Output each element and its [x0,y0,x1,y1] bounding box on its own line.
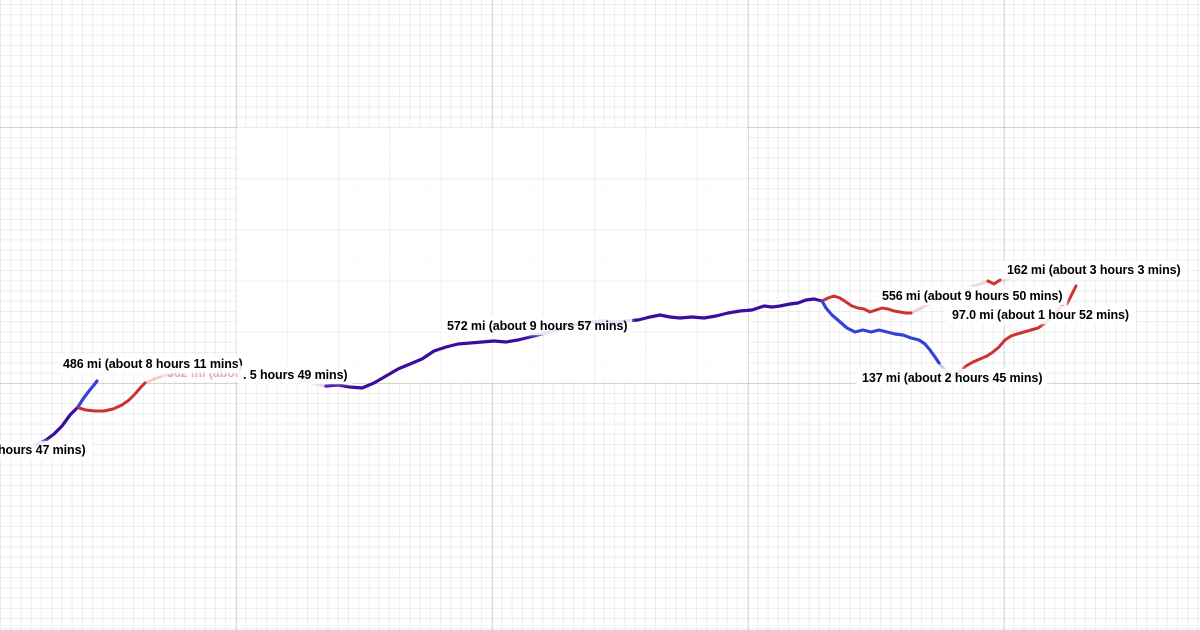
route-label-162: 162 mi (about 3 hours 3 mins) [1002,261,1186,279]
route-label-137: 137 mi (about 2 hours 45 mins) [857,369,1048,387]
route-label-556: 556 mi (about 9 hours 50 mins) [877,287,1068,305]
route-label-486: 486 mi (about 8 hours 11 mins) [58,355,248,373]
route-leg1-blue-end[interactable] [76,379,99,409]
route-label-549: . 5 hours 49 mins) [238,366,353,384]
route-label-572: 572 mi (about 9 hours 57 mins) [442,317,633,335]
map-tile-low-detail [236,127,748,383]
route-label-97: 97.0 mi (about 1 hour 52 mins) [947,306,1134,324]
route-leg1-red-faded [143,372,174,385]
route-leg3-red-dash[interactable] [986,278,1002,286]
route-leg5-red-dash[interactable] [1065,284,1078,306]
route-label-47mins-clipped: hours 47 mins) [0,441,91,459]
route-leg3-red[interactable] [820,294,913,315]
route-leg1-red[interactable] [77,381,147,413]
route-leg4-blue[interactable] [820,299,941,365]
route-leg2-purple-main[interactable] [324,297,824,390]
route-leg1-purple[interactable] [34,405,80,447]
